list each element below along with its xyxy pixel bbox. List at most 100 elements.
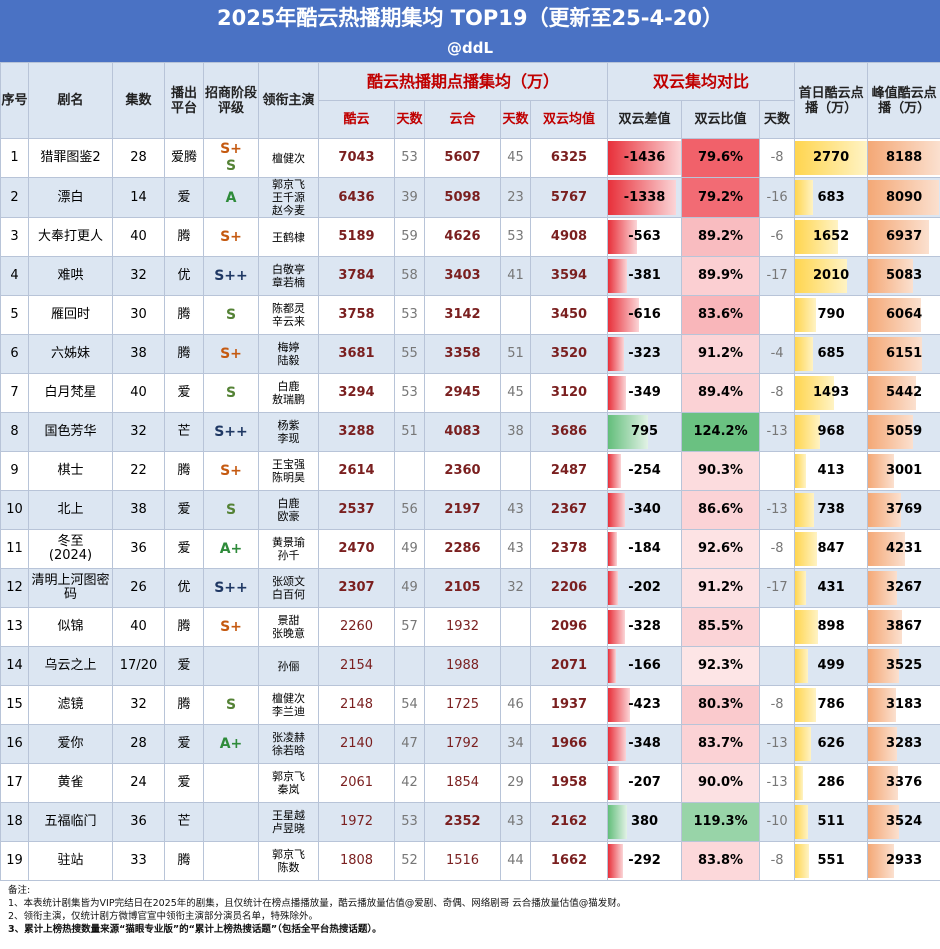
cell: 30 [112, 295, 165, 335]
cell-text: 1662 [550, 853, 588, 868]
group-header: 酷云热播期点播集均（万） [317, 62, 609, 101]
cell-text: 2154 [339, 658, 374, 673]
cell-text: 芒 [177, 424, 191, 439]
cell: S [203, 685, 259, 725]
cell: -8 [759, 373, 796, 413]
cell: 3594 [529, 256, 609, 296]
cell-text: 1808 [339, 853, 374, 868]
diff-bar [608, 259, 628, 293]
cell: 优 [164, 256, 204, 296]
diff-bar [608, 766, 619, 800]
cell-text: 59 [401, 229, 418, 244]
lead-actor: 王宝强 [272, 458, 305, 471]
cell-text: 优 [177, 580, 191, 595]
cell-text: 2360 [444, 463, 481, 478]
cell-text: 91.2% [697, 346, 744, 361]
cell [500, 607, 531, 647]
cell-text: 2140 [339, 736, 374, 751]
cell-text: 52 [401, 853, 418, 868]
cell-text: S [225, 385, 237, 401]
cell: -17 [759, 256, 796, 296]
table-row: 18 五福临门 36 芒 王星越 卢昱晓 1972 53 2352 43 2162 380 119.3%… [0, 802, 940, 842]
cell-text: 19 [6, 853, 23, 868]
cell-text: 49 [401, 541, 418, 556]
col-header: 序号 [0, 62, 29, 139]
cell [203, 802, 259, 842]
cell: 3769 [867, 490, 940, 530]
cell-text: 3769 [885, 502, 923, 517]
cell-text: -292 [628, 853, 661, 868]
cell-text: 2307 [338, 580, 375, 595]
cell: 626 [794, 724, 869, 764]
cell-text: 33 [130, 853, 147, 868]
cell: 爱 [164, 373, 204, 413]
cell: 郭京飞 王千源 赵今麦 [258, 177, 319, 218]
col-header: 天数 [394, 100, 425, 139]
cell-text: 2537 [338, 502, 375, 517]
cell-text: 4 [10, 268, 19, 283]
first-day-bar [795, 844, 810, 878]
cell: 53 [394, 295, 425, 335]
cell-text: 34 [507, 736, 524, 751]
cell: 白月梵星 [28, 373, 113, 413]
cell: 511 [794, 802, 869, 842]
cell-text: S [225, 697, 237, 713]
cell-text: 79.6% [697, 150, 744, 165]
cell-text: 738 [817, 502, 845, 517]
cell-text: 六姊妹 [50, 346, 90, 361]
cell-text: S++ [214, 580, 248, 596]
cell: 49 [394, 568, 425, 608]
peak-bar [868, 454, 895, 488]
cell: 3758 [318, 295, 395, 335]
cell-text: 54 [401, 697, 418, 712]
lead-actor: 郭京飞 [272, 178, 305, 192]
cell-text: 6 [10, 346, 19, 361]
cell: 124.2% [681, 412, 761, 452]
cell: 16 [0, 724, 29, 764]
diff-bar [608, 298, 640, 332]
cell: 3288 [318, 412, 395, 452]
diff-bar [608, 141, 681, 175]
cell: -166 [607, 646, 683, 686]
cell-text: 32 [130, 424, 147, 439]
cell-text: -17 [766, 268, 788, 283]
cell-text: 32 [130, 697, 147, 712]
cell-text: 2105 [444, 580, 481, 595]
cell-text: 40 [130, 229, 147, 244]
cell [394, 451, 425, 491]
cell: 3 [0, 217, 29, 257]
cell-text: 3358 [444, 346, 481, 361]
cell: 5607 [424, 138, 501, 178]
cell: S++ [203, 568, 259, 608]
cell-text: 爱 [177, 385, 191, 400]
cell: 3520 [529, 334, 609, 374]
cell: -323 [607, 334, 683, 374]
lead-actor: 白鹿 [277, 497, 300, 510]
cell-text: 36 [130, 541, 147, 556]
cell: -381 [607, 256, 683, 296]
cell-text: 51 [401, 424, 418, 439]
peak-bar [868, 610, 903, 644]
cell: 18 [0, 802, 29, 842]
cell-text: 2096 [550, 619, 588, 634]
cell-text: 清明上河图密码 [31, 573, 110, 602]
cell: 91.2% [681, 334, 761, 374]
lead-actor: 王星越 [272, 809, 305, 822]
cell-text: 6064 [885, 307, 923, 322]
cell-text: -616 [628, 307, 661, 322]
cell-text: 17 [6, 775, 23, 790]
lead-actor: 张颂文 [272, 575, 305, 588]
peak-bar [868, 571, 897, 605]
cell-text: 1988 [445, 658, 480, 673]
table-row: 8 国色芳华 32 芒 S++ 杨紫 李现 3288 51 4083 38 3686 795 124.2%… [0, 412, 940, 452]
cell: 4 [0, 256, 29, 296]
cell: 2307 [318, 568, 395, 608]
cell: 85.5% [681, 607, 761, 647]
cell: -13 [759, 490, 796, 530]
cell: 90.3% [681, 451, 761, 491]
cell: 腾 [164, 217, 204, 257]
cell-text: 80.3% [697, 697, 744, 712]
table-row: 17 黄雀 24 爱 郭京飞 秦岚 2061 42 1854 29 1958 -207 90.0% -13… [0, 763, 940, 803]
cell-text: 89.2% [697, 229, 744, 244]
cell-text: 2378 [550, 541, 588, 556]
